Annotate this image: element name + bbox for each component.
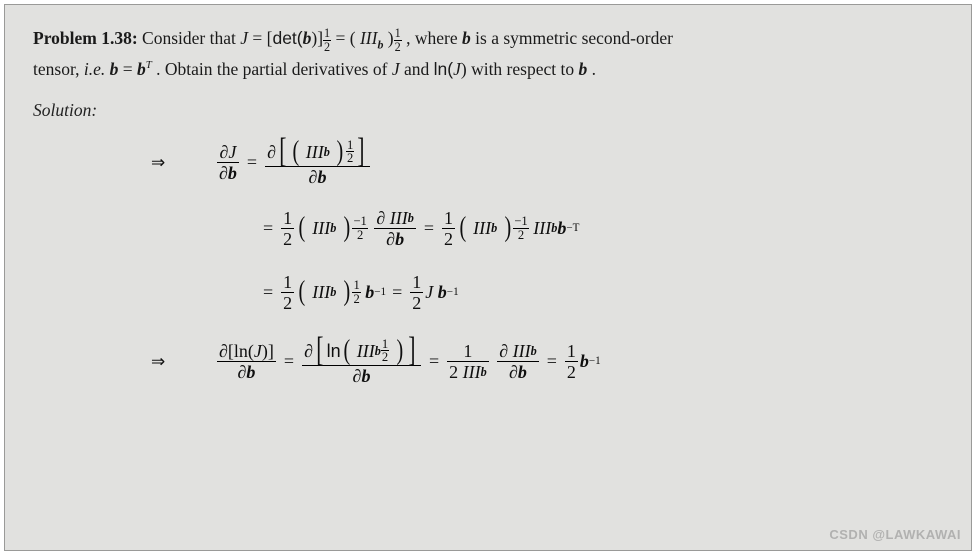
dIII-db: ∂ IIIb ∂b	[497, 341, 539, 382]
ie: i.e.	[84, 59, 105, 79]
rhs-ln: ∂ [ ln ( IIIb12 ) ] ∂b	[302, 337, 421, 386]
text: and	[400, 59, 434, 79]
exp-neg-half: −12	[352, 215, 367, 241]
eq: =	[331, 28, 350, 48]
period: .	[587, 59, 596, 79]
text: , where	[402, 28, 462, 48]
half: 12	[565, 341, 578, 382]
var-b: b	[578, 59, 587, 79]
math-derivation: ⇒ ∂J ∂b = ∂ [ ( IIIb )12 ] ∂b	[33, 133, 947, 395]
text: Consider that	[138, 28, 241, 48]
text: with respect to	[467, 59, 579, 79]
watermark: CSDN @LAWKAWAI	[829, 527, 961, 542]
half: 12	[442, 208, 455, 249]
one-over-2III: 1 2 IIIb	[447, 341, 489, 382]
det-fn: det(	[272, 28, 302, 48]
half: 12	[410, 272, 423, 313]
eq: =	[248, 28, 267, 48]
problem-statement: Problem 1.38: Consider that J = [det(b)]…	[33, 23, 947, 84]
eq-row-2: = 12 ( IIIb )−12 ∂ IIIb ∂b = 12 ( IIIb )…	[151, 199, 947, 257]
exp-half: 12	[323, 27, 331, 53]
var-J: J	[392, 59, 400, 79]
var-b: b	[462, 28, 471, 48]
eq-row-3: = 12 ( IIIb )12 b−1 = 12 J b−1	[151, 265, 947, 319]
dIII-db: ∂ IIIb ∂b	[374, 208, 416, 249]
problem-label: Problem 1.38:	[33, 28, 138, 48]
paren-close: )	[383, 28, 393, 48]
document-page: Problem 1.38: Consider that J = [det(b)]…	[4, 4, 972, 551]
invariant-III: III	[360, 28, 377, 48]
eq-row-4: ⇒ ∂[ln(J)] ∂b = ∂ [ ln ( IIIb12 ) ]	[151, 327, 947, 395]
exp-half: 12	[346, 139, 354, 165]
var-J: J	[453, 59, 461, 79]
var-b: b	[137, 59, 146, 79]
text: is a symmetric second-order	[471, 28, 673, 48]
var-J: J	[240, 28, 248, 48]
exp-half: 12	[352, 279, 360, 305]
text: . Obtain the partial derivatives of	[152, 59, 392, 79]
implies-arrow: ⇒	[151, 154, 215, 171]
text: tensor,	[33, 59, 84, 79]
half: 12	[281, 208, 294, 249]
paren-open: (	[350, 28, 360, 48]
implies-arrow: ⇒	[151, 353, 215, 370]
exp-half: 12	[381, 338, 389, 364]
dJ-db: ∂J ∂b	[217, 142, 239, 183]
rhs-frac: ∂ [ ( IIIb )12 ] ∂b	[265, 138, 370, 187]
solution-label: Solution:	[33, 100, 947, 121]
dlnJ-db: ∂[ln(J)] ∂b	[217, 341, 276, 382]
exp-neg-half: −12	[513, 215, 528, 241]
eq-row-1: ⇒ ∂J ∂b = ∂ [ ( IIIb )12 ] ∂b	[151, 133, 947, 191]
exp-half: 12	[394, 27, 402, 53]
eq: =	[118, 59, 137, 79]
half: 12	[281, 272, 294, 313]
ln-fn: ln(	[434, 59, 453, 79]
det-close: )]	[311, 28, 323, 48]
